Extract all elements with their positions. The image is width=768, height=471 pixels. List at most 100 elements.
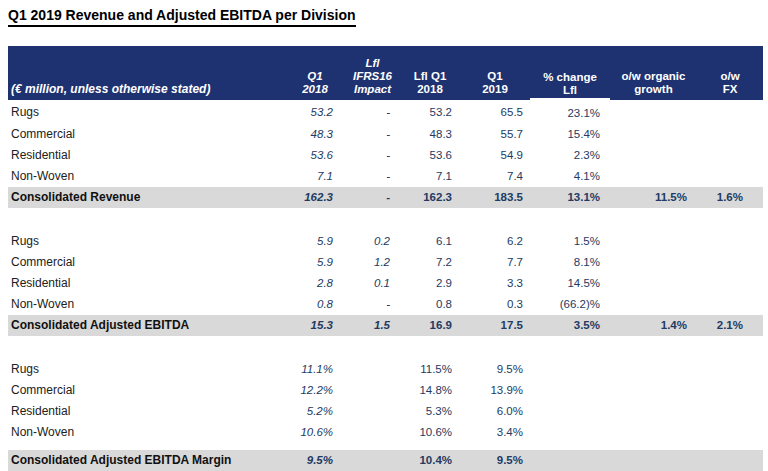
cell-ow-fx <box>697 100 763 124</box>
financial-table: (€ million, unless otherwise stated) Q1 … <box>8 46 763 471</box>
cell-ow-organic-growth <box>610 380 697 401</box>
cell-q1-2018: 2.8 <box>285 273 345 294</box>
cell-ow-fx <box>697 450 763 471</box>
cell-pct-change-lfl: 14.5% <box>530 273 610 294</box>
row-label: Rugs <box>8 231 285 252</box>
cell-lfl-ifrs16-impact: - <box>345 187 400 208</box>
cell-q1-2019: 3.4% <box>460 422 530 443</box>
cell-q1-2019: 13.9% <box>460 380 530 401</box>
col-header-q1-2018: Q1 2018 <box>285 46 345 100</box>
cell-pct-change-lfl: 13.1% <box>530 187 610 208</box>
cell-ow-organic-growth <box>610 166 697 187</box>
cell-pct-change-lfl: 3.5% <box>530 315 610 336</box>
cell-q1-2019: 17.5 <box>460 315 530 336</box>
cell-q1-2018: 12.2% <box>285 380 345 401</box>
cell-lfl-ifrs16-impact <box>345 380 400 401</box>
cell-pct-change-lfl <box>530 450 610 471</box>
cell-q1-2018: 7.1 <box>285 166 345 187</box>
revenue-row-residential: Residential 53.6 - 53.6 54.9 2.3% <box>8 145 763 166</box>
col-header-ow-fx: o/w FX <box>697 46 763 100</box>
cell-ow-fx <box>697 380 763 401</box>
ebitda-row-rugs: Rugs 5.9 0.2 6.1 6.2 1.5% <box>8 231 763 252</box>
cell-ow-fx <box>697 231 763 252</box>
cell-q1-2018: 15.3 <box>285 315 345 336</box>
cell-ow-fx <box>697 294 763 315</box>
cell-lfl-ifrs16-impact: - <box>345 124 400 145</box>
cell-lfl-ifrs16-impact: 0.1 <box>345 273 400 294</box>
margin-row-rugs: Rugs 11.1% 11.5% 9.5% <box>8 359 763 380</box>
cell-ow-organic-growth <box>610 450 697 471</box>
cell-lfl-ifrs16-impact <box>345 359 400 380</box>
cell-q1-2019: 6.2 <box>460 231 530 252</box>
cell-lfl-ifrs16-impact: - <box>345 294 400 315</box>
revenue-row-non-woven: Non-Woven 7.1 - 7.1 7.4 4.1% <box>8 166 763 187</box>
row-label: Consolidated Adjusted EBITDA Margin <box>8 450 285 471</box>
cell-lfl-q1-2018: 5.3% <box>400 401 460 422</box>
row-label: Consolidated Adjusted EBITDA <box>8 315 285 336</box>
table-header-row: (€ million, unless otherwise stated) Q1 … <box>8 46 763 100</box>
cell-q1-2018: 5.9 <box>285 252 345 273</box>
cell-lfl-q1-2018: 53.2 <box>400 100 460 124</box>
margin-row-non-woven: Non-Woven 10.6% 10.6% 3.4% <box>8 422 763 443</box>
cell-ow-organic-growth <box>610 401 697 422</box>
report-page: Q1 2019 Revenue and Adjusted EBITDA per … <box>0 0 768 471</box>
cell-q1-2018: 11.1% <box>285 359 345 380</box>
cell-lfl-q1-2018: 7.1 <box>400 166 460 187</box>
cell-lfl-q1-2018: 14.8% <box>400 380 460 401</box>
cell-lfl-ifrs16-impact: - <box>345 166 400 187</box>
cell-pct-change-lfl <box>530 422 610 443</box>
cell-ow-organic-growth <box>610 359 697 380</box>
cell-lfl-q1-2018: 53.6 <box>400 145 460 166</box>
consolidated-ebitda-row: Consolidated Adjusted EBITDA 15.3 1.5 16… <box>8 315 763 336</box>
cell-ow-organic-growth <box>610 145 697 166</box>
cell-ow-fx <box>697 145 763 166</box>
cell-q1-2018: 10.6% <box>285 422 345 443</box>
cell-ow-organic-growth <box>610 422 697 443</box>
cell-lfl-q1-2018: 16.9 <box>400 315 460 336</box>
section-spacer <box>8 336 763 359</box>
cell-ow-organic-growth: 1.4% <box>610 315 697 336</box>
cell-lfl-ifrs16-impact <box>345 422 400 443</box>
cell-q1-2019: 6.0% <box>460 401 530 422</box>
cell-q1-2018: 53.6 <box>285 145 345 166</box>
cell-ow-organic-growth <box>610 252 697 273</box>
cell-q1-2019: 65.5 <box>460 100 530 124</box>
cell-lfl-ifrs16-impact <box>345 450 400 471</box>
row-label: Rugs <box>8 100 285 124</box>
cell-pct-change-lfl <box>530 380 610 401</box>
row-label: Residential <box>8 401 285 422</box>
cell-ow-fx <box>697 273 763 294</box>
cell-q1-2018: 9.5% <box>285 450 345 471</box>
ebitda-row-commercial: Commercial 5.9 1.2 7.2 7.7 8.1% <box>8 252 763 273</box>
cell-lfl-ifrs16-impact: - <box>345 145 400 166</box>
cell-q1-2019: 7.7 <box>460 252 530 273</box>
cell-q1-2019: 9.5% <box>460 450 530 471</box>
section-spacer-small <box>8 443 763 450</box>
consolidated-margin-row: Consolidated Adjusted EBITDA Margin 9.5%… <box>8 450 763 471</box>
row-label: Non-Woven <box>8 294 285 315</box>
section-spacer <box>8 208 763 231</box>
ebitda-row-residential: Residential 2.8 0.1 2.9 3.3 14.5% <box>8 273 763 294</box>
col-header-lfl-ifrs16-impact: Lfl IFRS16 Impact <box>345 46 400 100</box>
cell-lfl-ifrs16-impact: 1.2 <box>345 252 400 273</box>
col-header-ow-organic-growth: o/w organic growth <box>610 46 697 100</box>
cell-q1-2018: 0.8 <box>285 294 345 315</box>
cell-ow-organic-growth <box>610 124 697 145</box>
page-title: Q1 2019 Revenue and Adjusted EBITDA per … <box>8 7 356 27</box>
col-header-lfl-q1-2018: Lfl Q1 2018 <box>400 46 460 100</box>
cell-lfl-ifrs16-impact: - <box>345 100 400 124</box>
cell-pct-change-lfl: 4.1% <box>530 166 610 187</box>
col-header-q1-2019: Q1 2019 <box>460 46 530 100</box>
row-label: Commercial <box>8 380 285 401</box>
row-label: Rugs <box>8 359 285 380</box>
cell-pct-change-lfl: (66.2)% <box>530 294 610 315</box>
cell-pct-change-lfl: 2.3% <box>530 145 610 166</box>
cell-lfl-q1-2018: 6.1 <box>400 231 460 252</box>
col-header-pct-change-lfl: % change Lfl <box>530 46 610 100</box>
ebitda-row-non-woven: Non-Woven 0.8 - 0.8 0.3 (66.2)% <box>8 294 763 315</box>
cell-q1-2018: 162.3 <box>285 187 345 208</box>
cell-ow-fx: 2.1% <box>697 315 763 336</box>
cell-lfl-q1-2018: 162.3 <box>400 187 460 208</box>
cell-lfl-ifrs16-impact: 1.5 <box>345 315 400 336</box>
row-label: Commercial <box>8 124 285 145</box>
